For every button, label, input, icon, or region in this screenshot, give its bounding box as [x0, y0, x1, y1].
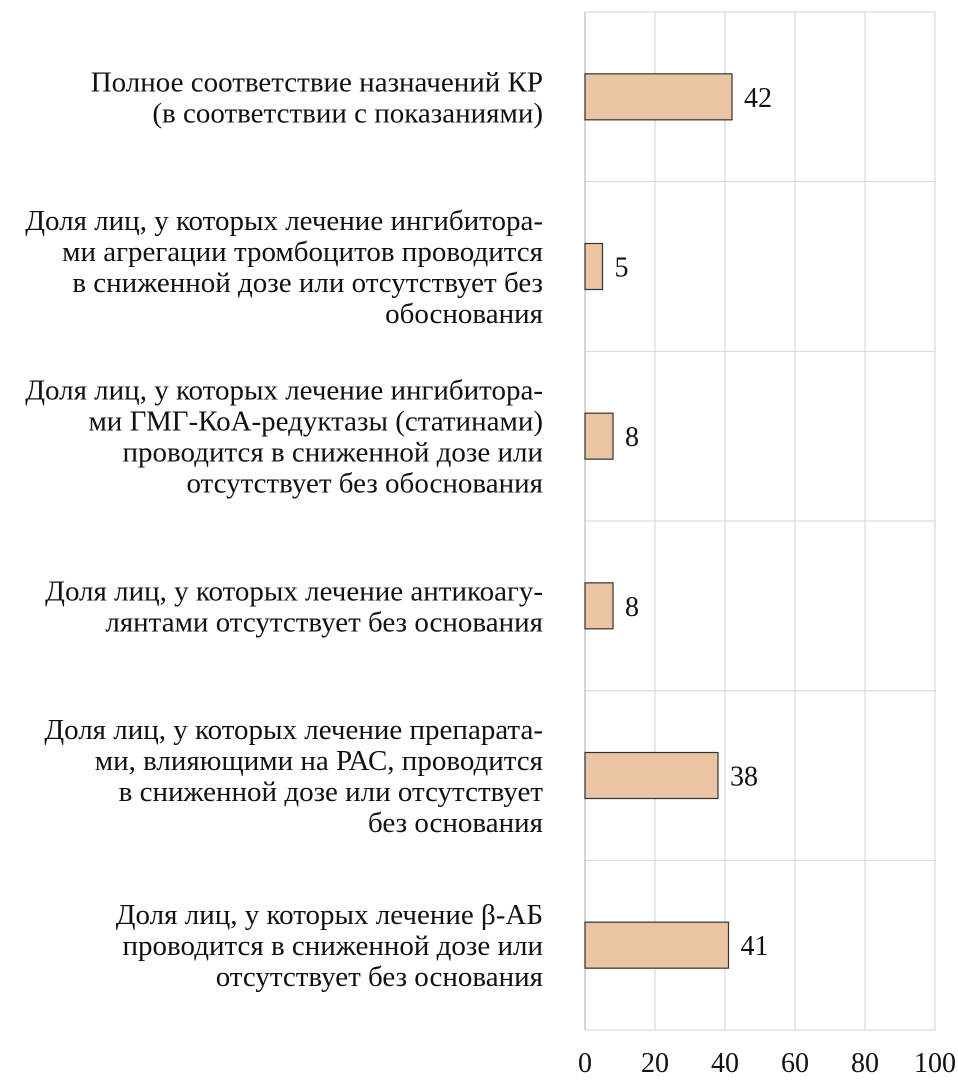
category-label-2-line-3: отсутствует без обоснования [186, 468, 543, 500]
value-label-0: 42 [744, 83, 772, 114]
category-label-3: Доля лиц, у которых лечение антикоагу-ля… [45, 575, 543, 638]
value-labels: 42 5 8 8 38 41 [615, 83, 773, 962]
x-tick-label-5: 100 [914, 1048, 956, 1079]
category-label-4-line-3: без основания [368, 807, 543, 839]
x-tick-label-0: 0 [578, 1048, 592, 1079]
grid [584, 11, 936, 1031]
x-axis-ticks: 0 20 40 60 80 100 [578, 1048, 956, 1079]
bar-4 [584, 751, 719, 800]
value-label-2: 8 [625, 422, 639, 453]
x-tick-label-4: 80 [851, 1048, 879, 1079]
value-label-5: 41 [741, 931, 769, 962]
x-tick-label-2: 40 [711, 1048, 739, 1079]
x-tick-label-1: 20 [641, 1048, 669, 1079]
value-label-4: 38 [730, 762, 758, 793]
bar-1 [584, 242, 604, 291]
category-label-5-line-2: отсутствует без основания [216, 961, 543, 993]
category-label-4: Доля лиц, у которых лечение препарата-ми… [44, 714, 543, 839]
category-label-1-line-1: ми агрегации тромбоцитов проводится [62, 236, 543, 268]
category-label-4-line-0: Доля лиц, у которых лечение препарата- [44, 714, 543, 746]
x-tick-label-3: 60 [781, 1048, 809, 1079]
category-label-2-line-1: ми ГМГ-КоА-редуктазы (статинами) [88, 406, 543, 438]
category-label-4-line-2: в сниженной дозе или отсутствует [119, 776, 544, 808]
value-label-1: 5 [615, 253, 629, 284]
category-label-2-line-2: проводится в сниженной дозе или [123, 437, 543, 469]
category-label-1: Доля лиц, у которых лечение ингибитора-м… [25, 205, 543, 330]
value-label-3: 8 [625, 592, 639, 623]
category-labels: Полное соответствие назначений КР (в соот… [25, 66, 543, 993]
category-label-3-line-0: Доля лиц, у которых лечение антикоагу- [45, 575, 543, 607]
bar-0 [584, 73, 733, 121]
bar-5 [584, 921, 730, 969]
bars [584, 73, 733, 969]
bar-2 [584, 412, 614, 460]
category-label-2-line-0: Доля лиц, у которых лечение ингибитора- [25, 375, 543, 407]
category-label-5-line-1: проводится в сниженной дозе или [123, 930, 543, 962]
category-label-4-line-1: ми, влияющими на РАС, проводится [95, 745, 543, 777]
category-label-0-line-1: (в соответствии с показаниями) [152, 97, 543, 129]
category-label-3-line-1: лянтами отсутствует без основания [105, 606, 543, 638]
bar-3 [584, 582, 614, 630]
category-label-1-line-2: в сниженной дозе или отсутствует без [72, 267, 543, 299]
category-label-0: Полное соответствие назначений КР (в соот… [91, 66, 543, 129]
category-label-5: Доля лиц, у которых лечение β-АБ проводит… [116, 899, 543, 993]
category-label-5-line-0: Доля лиц, у которых лечение β-АБ [116, 899, 543, 931]
category-label-0-line-0: Полное соответствие назначений КР [91, 66, 543, 98]
category-label-2: Доля лиц, у которых лечение ингибитора-м… [25, 375, 543, 500]
category-label-1-line-0: Доля лиц, у которых лечение ингибитора- [25, 205, 543, 237]
category-label-1-line-3: обоснования [385, 298, 543, 330]
